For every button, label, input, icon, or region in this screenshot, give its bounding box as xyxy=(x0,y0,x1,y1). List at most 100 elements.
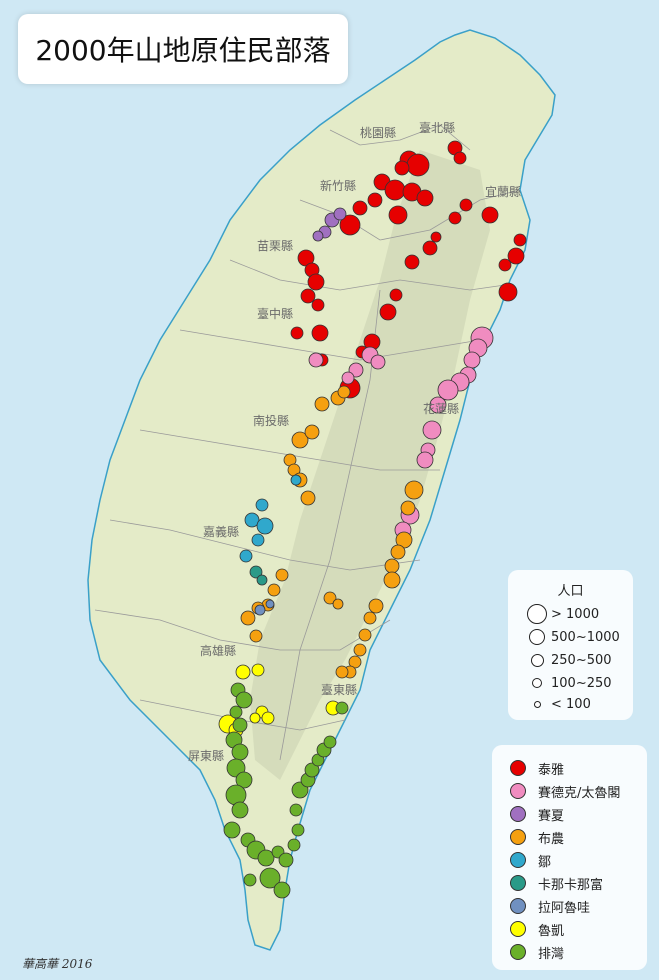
settlement-marker xyxy=(304,762,320,778)
settlement-marker xyxy=(249,565,263,579)
ethnic-legend-row: 卡那卡那富 xyxy=(510,872,603,894)
county-label: 高雄縣 xyxy=(200,643,236,658)
settlement-marker xyxy=(507,247,525,265)
pop-legend-row: 500~1000 xyxy=(523,627,620,647)
county-label: 臺東縣 xyxy=(321,682,357,697)
settlement-marker xyxy=(352,200,368,216)
county-label: 苗栗縣 xyxy=(257,239,293,253)
settlement-marker xyxy=(335,665,349,679)
county-label: 新竹縣 xyxy=(320,178,356,193)
settlement-marker xyxy=(358,628,372,642)
color-swatch-icon xyxy=(510,921,526,937)
settlement-marker xyxy=(232,717,248,733)
ethnic-legend-row: 泰雅 xyxy=(510,757,564,779)
settlement-marker xyxy=(300,490,316,506)
settlement-marker xyxy=(290,474,302,486)
county-label: 宜蘭縣 xyxy=(485,184,521,199)
settlement-marker xyxy=(243,873,257,887)
county-label: 嘉義縣 xyxy=(203,524,239,539)
settlement-marker xyxy=(249,629,263,643)
circle-medium-icon xyxy=(529,629,545,645)
map-title: 2000年山地原住民部落 xyxy=(35,34,331,67)
settlement-marker xyxy=(323,591,337,605)
settlement-marker xyxy=(422,240,438,256)
settlement-marker xyxy=(341,371,355,385)
color-swatch-icon xyxy=(510,944,526,960)
settlement-marker xyxy=(291,431,309,449)
pop-legend-row: > 1000 xyxy=(523,604,599,624)
settlement-marker xyxy=(448,211,462,225)
settlement-marker xyxy=(368,598,384,614)
settlement-marker xyxy=(235,664,251,680)
settlement-marker xyxy=(308,352,324,368)
color-swatch-icon xyxy=(510,875,526,891)
ethnic-legend-row: 賽夏 xyxy=(510,803,564,825)
settlement-marker xyxy=(404,480,424,500)
settlement-marker xyxy=(332,598,344,610)
pop-legend-row: 100~250 xyxy=(523,673,612,693)
settlement-marker xyxy=(251,533,265,547)
mountain-relief xyxy=(250,150,490,780)
settlement-marker xyxy=(304,424,320,440)
color-swatch-icon xyxy=(510,852,526,868)
settlement-marker xyxy=(463,351,481,369)
settlement-marker xyxy=(370,354,386,370)
settlement-marker xyxy=(429,396,447,414)
color-swatch-icon xyxy=(510,898,526,914)
ethnic-legend-row: 鄒 xyxy=(510,849,551,871)
circle-tiny-icon xyxy=(533,700,541,708)
settlement-marker xyxy=(384,558,400,574)
color-swatch-icon xyxy=(510,783,526,799)
settlement-marker xyxy=(404,254,420,270)
settlement-marker xyxy=(259,867,281,889)
settlement-marker xyxy=(513,233,527,247)
settlement-marker xyxy=(422,420,442,440)
county-label: 花蓮縣 xyxy=(423,401,459,416)
ethnic-legend-row: 布農 xyxy=(510,826,564,848)
title-box: 2000年山地原住民部落 xyxy=(18,14,348,84)
settlement-marker xyxy=(240,610,256,626)
settlement-marker xyxy=(254,604,266,616)
settlement-marker xyxy=(389,288,403,302)
settlement-marker xyxy=(261,711,275,725)
settlement-marker xyxy=(275,568,289,582)
settlement-marker xyxy=(291,823,305,837)
settlement-marker xyxy=(323,735,337,749)
pop-legend-row: < 100 xyxy=(523,694,591,714)
settlement-marker xyxy=(225,784,247,806)
settlement-marker xyxy=(287,838,301,852)
county-label: 屏東縣 xyxy=(188,749,224,763)
settlement-marker xyxy=(388,205,408,225)
population-legend: 人口 > 1000 500~1000 250~500 100~250 < 100 xyxy=(508,570,633,720)
settlement-marker xyxy=(353,643,367,657)
ethnic-legend-row: 排灣 xyxy=(510,941,564,963)
settlement-marker xyxy=(267,583,281,597)
settlement-marker xyxy=(307,273,325,291)
settlement-marker xyxy=(437,379,459,401)
settlement-marker xyxy=(273,881,291,899)
color-swatch-icon xyxy=(510,806,526,822)
county-label: 臺中縣 xyxy=(257,306,293,321)
county-label: 臺北縣 xyxy=(419,120,455,135)
settlement-marker xyxy=(363,611,377,625)
settlement-marker xyxy=(229,705,243,719)
settlement-marker xyxy=(251,663,265,677)
settlement-marker xyxy=(223,821,241,839)
settlement-marker xyxy=(379,303,397,321)
settlement-marker xyxy=(290,326,304,340)
county-label: 桃園縣 xyxy=(360,125,396,140)
settlement-marker xyxy=(235,771,253,789)
settlement-marker xyxy=(390,544,406,560)
ethnic-legend-row: 拉阿魯哇 xyxy=(510,895,590,917)
settlement-marker xyxy=(231,743,249,761)
settlement-marker xyxy=(384,179,406,201)
settlement-marker xyxy=(257,849,275,867)
settlement-marker xyxy=(256,517,274,535)
settlement-marker xyxy=(265,599,275,609)
settlement-marker xyxy=(481,206,499,224)
settlement-marker xyxy=(430,231,442,243)
settlement-marker xyxy=(300,288,316,304)
settlement-marker xyxy=(416,189,434,207)
settlement-marker xyxy=(278,852,294,868)
